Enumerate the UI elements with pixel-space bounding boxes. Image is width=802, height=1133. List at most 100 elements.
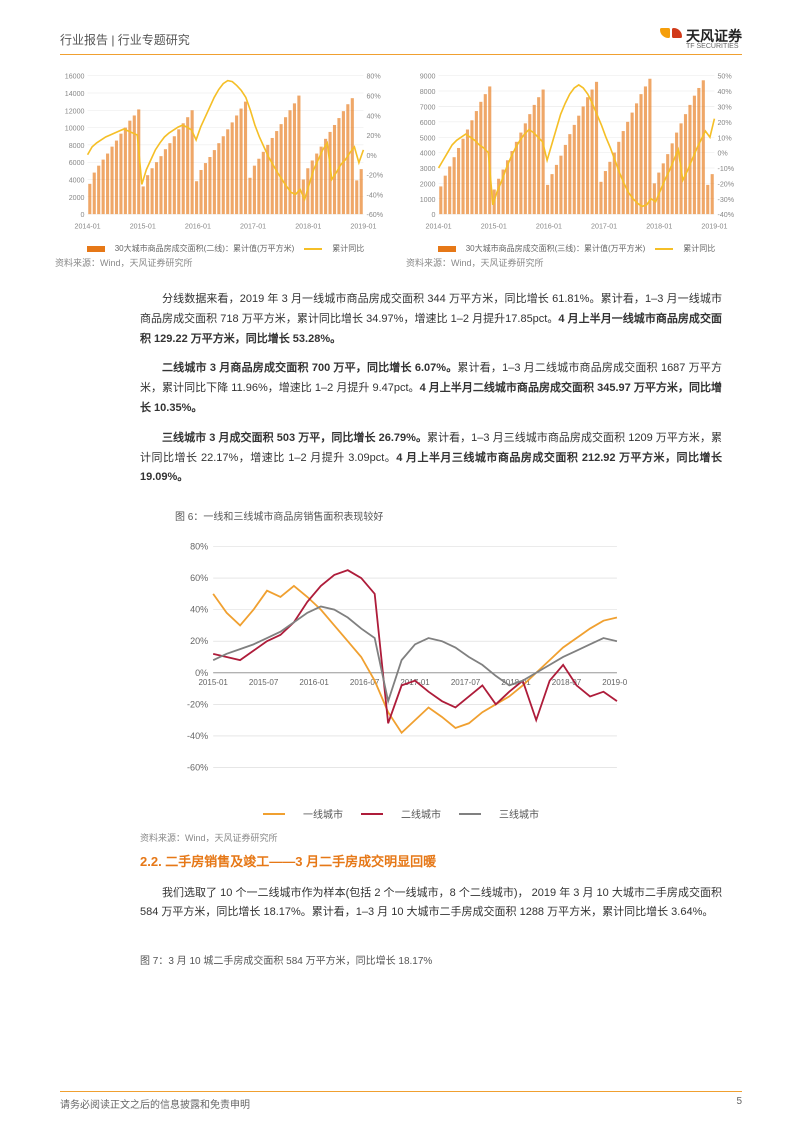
svg-text:4000: 4000 bbox=[420, 150, 436, 158]
svg-text:4000: 4000 bbox=[69, 177, 85, 185]
svg-text:6000: 6000 bbox=[69, 159, 85, 167]
svg-text:10%: 10% bbox=[717, 134, 732, 142]
section-2-2: 资料来源：Wind，天风证券研究所 2.2. 二手房销售及竣工——3 月二手房成… bbox=[140, 830, 722, 975]
para-1: 分线数据来看，2019 年 3 月一线城市商品房成交面积 344 万平方米，同比… bbox=[140, 290, 722, 349]
svg-text:-40%: -40% bbox=[187, 731, 208, 741]
para-3: 三线城市 3 月成交面积 503 万平，同比增长 26.79%。累计看，1–3 … bbox=[140, 429, 722, 488]
header-title: 行业报告 | 行业专题研究 bbox=[60, 31, 190, 48]
svg-text:0%: 0% bbox=[195, 668, 208, 678]
svg-text:3000: 3000 bbox=[420, 165, 436, 173]
chart-a-svg: 0 2000 4000 6000 8000 10000 12000 14000 16000 -60… bbox=[55, 66, 396, 236]
svg-text:8000: 8000 bbox=[420, 88, 436, 96]
para-2: 二线城市 3 月商品房成交面积 700 万平，同比增长 6.07%。累计看，1–… bbox=[140, 359, 722, 418]
svg-text:-30%: -30% bbox=[717, 196, 734, 204]
chart-6-svg: -60% -40% -20% 0% 20% 40% 60% 80% 2015-01 2015-07… bbox=[175, 527, 627, 797]
legend-tier1: 一线城市 bbox=[303, 806, 343, 821]
fig-7-title: 图 7：3 月 10 城二手房成交面积 584 万平方米，同比增长 18.17% bbox=[140, 953, 722, 971]
svg-text:-40%: -40% bbox=[717, 211, 734, 219]
svg-text:2016-01: 2016-01 bbox=[185, 222, 211, 230]
svg-text:30%: 30% bbox=[717, 103, 732, 111]
svg-text:14000: 14000 bbox=[65, 90, 85, 98]
svg-text:80%: 80% bbox=[190, 542, 208, 552]
svg-text:-20%: -20% bbox=[717, 180, 734, 188]
chart-6: 图 6：一线和三线城市商品房销售面积表现较好 -60% -40% -20% 0% 20%… bbox=[175, 490, 627, 821]
svg-text:9000: 9000 bbox=[420, 73, 436, 81]
logo-sub: TF SECURITIES bbox=[686, 43, 742, 50]
svg-text:60%: 60% bbox=[190, 573, 208, 583]
page-footer: 请务必阅读正文之后的信息披露和免责申明 5 bbox=[60, 1091, 742, 1111]
svg-text:2017-07: 2017-07 bbox=[451, 678, 481, 687]
svg-text:10000: 10000 bbox=[65, 125, 85, 133]
svg-text:16000: 16000 bbox=[65, 73, 85, 81]
svg-text:-60%: -60% bbox=[366, 211, 383, 219]
svg-text:0: 0 bbox=[432, 211, 436, 219]
chart-b-legend: 30大城市商品房成交面积(三线)：累计值(万平方米) 累计同比 bbox=[406, 243, 747, 254]
svg-text:2000: 2000 bbox=[69, 194, 85, 202]
svg-text:-20%: -20% bbox=[187, 699, 208, 709]
body-text: 分线数据来看，2019 年 3 月一线城市商品房成交面积 344 万平方米，同比… bbox=[140, 290, 722, 498]
svg-text:80%: 80% bbox=[366, 73, 381, 81]
chart-a: 0 2000 4000 6000 8000 10000 12000 14000 16000 -60… bbox=[55, 66, 396, 269]
logo-text: 天风证券 bbox=[686, 29, 742, 43]
svg-text:12000: 12000 bbox=[65, 107, 85, 115]
svg-text:2017-01: 2017-01 bbox=[240, 222, 266, 230]
chart-b-source: 资料来源：Wind，天风证券研究所 bbox=[406, 256, 747, 269]
footer-disclaimer: 请务必阅读正文之后的信息披露和免责申明 bbox=[60, 1096, 250, 1111]
chart-a-source: 资料来源：Wind，天风证券研究所 bbox=[55, 256, 396, 269]
svg-text:2019-01: 2019-01 bbox=[602, 678, 627, 687]
legend-tier3-icon bbox=[459, 813, 481, 815]
svg-text:0%: 0% bbox=[717, 150, 728, 158]
svg-text:2018-01: 2018-01 bbox=[295, 222, 321, 230]
footer-page: 5 bbox=[736, 1096, 742, 1111]
svg-text:1000: 1000 bbox=[420, 196, 436, 204]
svg-text:20%: 20% bbox=[717, 119, 732, 127]
svg-text:2016-01: 2016-01 bbox=[536, 222, 562, 230]
chart-6-source: 资料来源：Wind，天风证券研究所 bbox=[140, 830, 722, 846]
svg-text:2019-01: 2019-01 bbox=[701, 222, 727, 230]
svg-text:50%: 50% bbox=[717, 73, 732, 81]
chart-a-legend: 30大城市商品房成交面积(二线)：累计值(万平方米) 累计同比 bbox=[55, 243, 396, 254]
svg-text:2014-01: 2014-01 bbox=[75, 222, 101, 230]
svg-text:-40%: -40% bbox=[366, 191, 383, 199]
legend-bar-icon bbox=[438, 246, 456, 252]
legend-bar-text: 30大城市商品房成交面积(三线)：累计值(万平方米) bbox=[466, 243, 646, 254]
legend-tier2-icon bbox=[361, 813, 383, 815]
svg-text:20%: 20% bbox=[366, 132, 381, 140]
svg-text:2000: 2000 bbox=[420, 180, 436, 188]
chart-6-legend: 一线城市 二线城市 三线城市 bbox=[175, 806, 627, 821]
section-2-2-para: 我们选取了 10 个一二线城市作为样本(包括 2 个一线城市，8 个二线城市)，… bbox=[140, 884, 722, 924]
svg-text:2018-01: 2018-01 bbox=[646, 222, 672, 230]
legend-line-icon bbox=[655, 248, 673, 250]
svg-text:2015-01: 2015-01 bbox=[198, 678, 228, 687]
svg-text:6000: 6000 bbox=[420, 119, 436, 127]
svg-text:2014-01: 2014-01 bbox=[426, 222, 452, 230]
svg-text:0: 0 bbox=[81, 211, 85, 219]
svg-text:2017-01: 2017-01 bbox=[591, 222, 617, 230]
chart-6-title: 图 6：一线和三线城市商品房销售面积表现较好 bbox=[175, 508, 627, 523]
legend-line-icon bbox=[304, 248, 322, 250]
svg-text:2016-01: 2016-01 bbox=[299, 678, 329, 687]
svg-text:2015-07: 2015-07 bbox=[249, 678, 279, 687]
legend-tier1-icon bbox=[263, 813, 285, 815]
svg-text:2017-01: 2017-01 bbox=[400, 678, 430, 687]
logo-icon bbox=[660, 28, 682, 50]
svg-text:2015-01: 2015-01 bbox=[130, 222, 156, 230]
svg-text:20%: 20% bbox=[190, 636, 208, 646]
svg-text:8000: 8000 bbox=[69, 142, 85, 150]
legend-bar-text: 30大城市商品房成交面积(二线)：累计值(万平方米) bbox=[115, 243, 295, 254]
svg-text:7000: 7000 bbox=[420, 103, 436, 111]
svg-text:40%: 40% bbox=[190, 605, 208, 615]
section-2-2-title: 2.2. 二手房销售及竣工——3 月二手房成交明显回暖 bbox=[140, 850, 722, 873]
svg-text:-20%: -20% bbox=[366, 172, 383, 180]
svg-text:60%: 60% bbox=[366, 93, 381, 101]
svg-text:40%: 40% bbox=[717, 88, 732, 96]
legend-tier3: 三线城市 bbox=[499, 806, 539, 821]
svg-text:40%: 40% bbox=[366, 112, 381, 120]
chart-b: 0 1000 2000 3000 4000 5000 6000 7000 8000 9000 -40… bbox=[406, 66, 747, 269]
legend-bar-icon bbox=[87, 246, 105, 252]
legend-line-text: 累计同比 bbox=[683, 243, 715, 254]
svg-text:5000: 5000 bbox=[420, 134, 436, 142]
brand-logo: 天风证券 TF SECURITIES bbox=[660, 28, 742, 50]
report-header: 行业报告 | 行业专题研究 天风证券 TF SECURITIES bbox=[60, 28, 742, 55]
svg-text:-60%: -60% bbox=[187, 762, 208, 772]
